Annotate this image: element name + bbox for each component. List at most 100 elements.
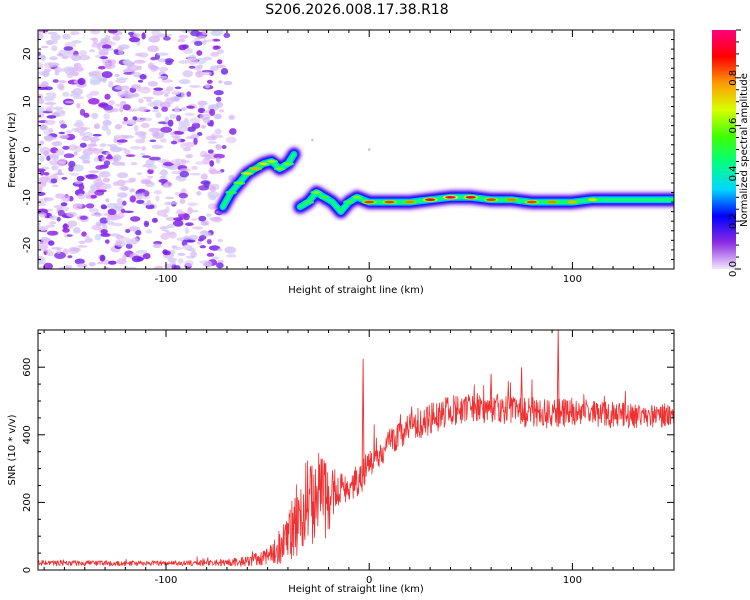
noise-blob (116, 77, 128, 81)
noise-blob (141, 202, 153, 206)
noise-blob (190, 133, 200, 140)
noise-blob (180, 141, 185, 149)
noise-blob (200, 221, 209, 226)
noise-blob (128, 36, 141, 43)
noise-blob (114, 86, 125, 90)
noise-blob (203, 181, 210, 188)
noise-blob (67, 255, 73, 259)
noise-blob (93, 178, 103, 187)
colorbar-tick-label: 0.8 (728, 70, 739, 86)
noise-blob (225, 136, 237, 144)
noise-blob (51, 45, 58, 52)
noise-blob (202, 39, 207, 45)
colorbar-label: Normalized spectral amplitude (739, 73, 750, 227)
noise-blob (140, 152, 146, 156)
noise-blob (89, 77, 101, 84)
noise-blob (215, 64, 226, 69)
noise-blob (84, 235, 90, 239)
ridge-peak (364, 200, 375, 204)
noise-blob (169, 113, 177, 119)
noise-blob (109, 233, 121, 237)
noise-blob (58, 131, 65, 135)
noise-blob (122, 254, 127, 261)
noise-blob (177, 38, 185, 43)
noise-blob (127, 266, 137, 269)
noise-blob (46, 250, 54, 257)
noise-blob (117, 172, 129, 179)
noise-blob (167, 201, 179, 205)
noise-blob (62, 33, 71, 40)
noise-blob (150, 66, 160, 70)
noise-blob (190, 30, 201, 37)
noise-blob (191, 209, 199, 213)
noise-blob (212, 45, 219, 50)
noise-blob (212, 38, 221, 42)
noise-blob (171, 140, 178, 145)
noise-blob (208, 245, 221, 251)
ridge-peak (506, 198, 517, 201)
colorbar-tick-label: 0.6 (728, 118, 739, 134)
noise-blob (80, 154, 91, 161)
noise-blob (198, 215, 207, 222)
noise-blob (175, 211, 186, 215)
noise-blob (114, 73, 120, 77)
noise-blob (55, 142, 62, 146)
noise-blob (131, 121, 137, 124)
ridge-peak (345, 200, 353, 204)
noise-blob (46, 224, 56, 228)
noise-blob (176, 115, 182, 122)
spectrogram-noise-region (38, 30, 371, 269)
noise-blob (166, 223, 176, 229)
ridge-peak (384, 200, 395, 204)
noise-blob (195, 161, 204, 165)
noise-blob (180, 188, 187, 195)
noise-blob (185, 154, 193, 159)
noise-blob (160, 126, 173, 133)
noise-blob (165, 216, 176, 221)
noise-blob (64, 100, 75, 104)
noise-blob (78, 184, 85, 191)
ridge-peak (235, 181, 244, 185)
noise-blob (173, 265, 181, 269)
noise-blob (179, 198, 186, 204)
noise-blob (133, 124, 139, 132)
noise-blob (177, 258, 184, 264)
noise-blob (151, 144, 164, 149)
noise-blob (44, 95, 55, 102)
noise-blob (162, 161, 174, 167)
noise-blob (42, 237, 49, 240)
noise-blob (204, 83, 210, 89)
noise-blob (140, 122, 150, 129)
snr-y-axis-label: SNR (10 * v/v) (7, 414, 18, 485)
noise-blob (155, 112, 162, 119)
noise-blob (137, 188, 146, 193)
noise-blob (113, 134, 121, 140)
noise-blob (50, 178, 58, 184)
noise-blob (81, 136, 91, 141)
noise-blob (173, 217, 184, 221)
noise-blob (47, 31, 58, 35)
snr-frame (37, 329, 675, 571)
noise-blob (183, 147, 192, 152)
noise-blob (44, 135, 54, 142)
noise-blob (99, 143, 107, 147)
noise-blob (93, 156, 99, 163)
noise-blob (117, 211, 125, 219)
noise-blob (179, 170, 189, 178)
spectrogram-y-axis-label: Frequency (Hz) (7, 112, 18, 188)
colorbar-axes: 0.0 0.2 0.4 0.6 0.8 (728, 29, 741, 277)
noise-blob (191, 165, 199, 170)
noise-blob (79, 55, 91, 61)
snr-marks (38, 330, 674, 567)
noise-blob (38, 71, 46, 76)
noise-blob (121, 237, 132, 243)
noise-blob (68, 144, 78, 151)
noise-blob (196, 191, 202, 196)
ridge-peak (320, 196, 329, 199)
noise-blob (215, 144, 222, 151)
noise-blob (54, 67, 63, 73)
noise-blob (68, 172, 80, 176)
noise-blob (139, 86, 151, 94)
noise-blob (218, 80, 223, 84)
noise-blob (46, 155, 51, 161)
